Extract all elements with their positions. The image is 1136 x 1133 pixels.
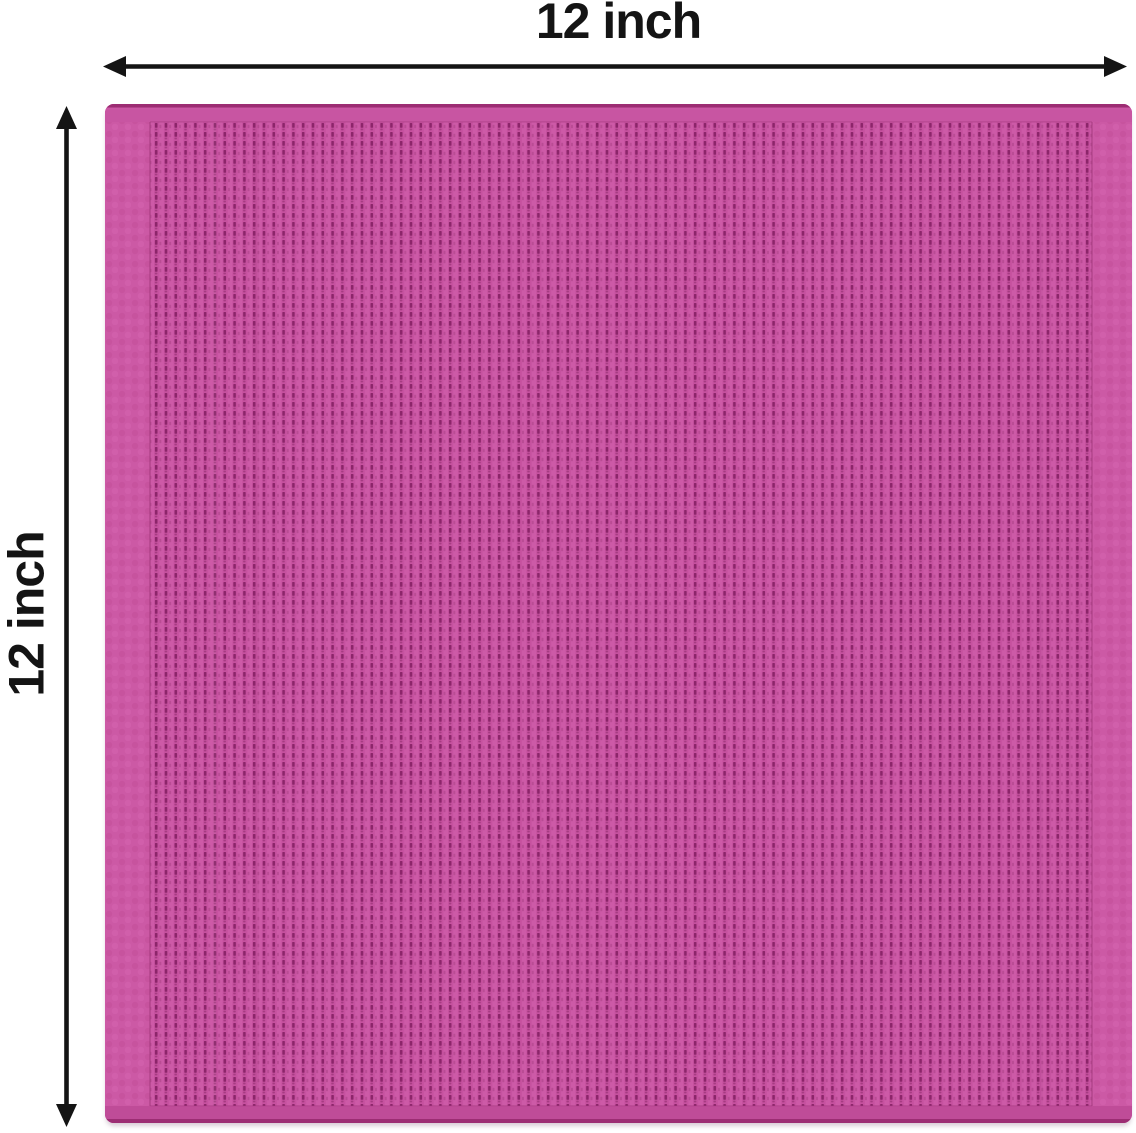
width-dimension-arrow-icon — [103, 56, 1127, 77]
cloth-swatch — [105, 104, 1132, 1123]
height-dimension-label: 12 inch — [0, 530, 56, 697]
height-dimension-label-wrap: 12 inch — [0, 104, 56, 1123]
width-dimension-label: 12 inch — [535, 0, 702, 49]
cloth-texture — [105, 104, 1132, 1123]
height-dimension-arrow-icon — [56, 106, 77, 1127]
